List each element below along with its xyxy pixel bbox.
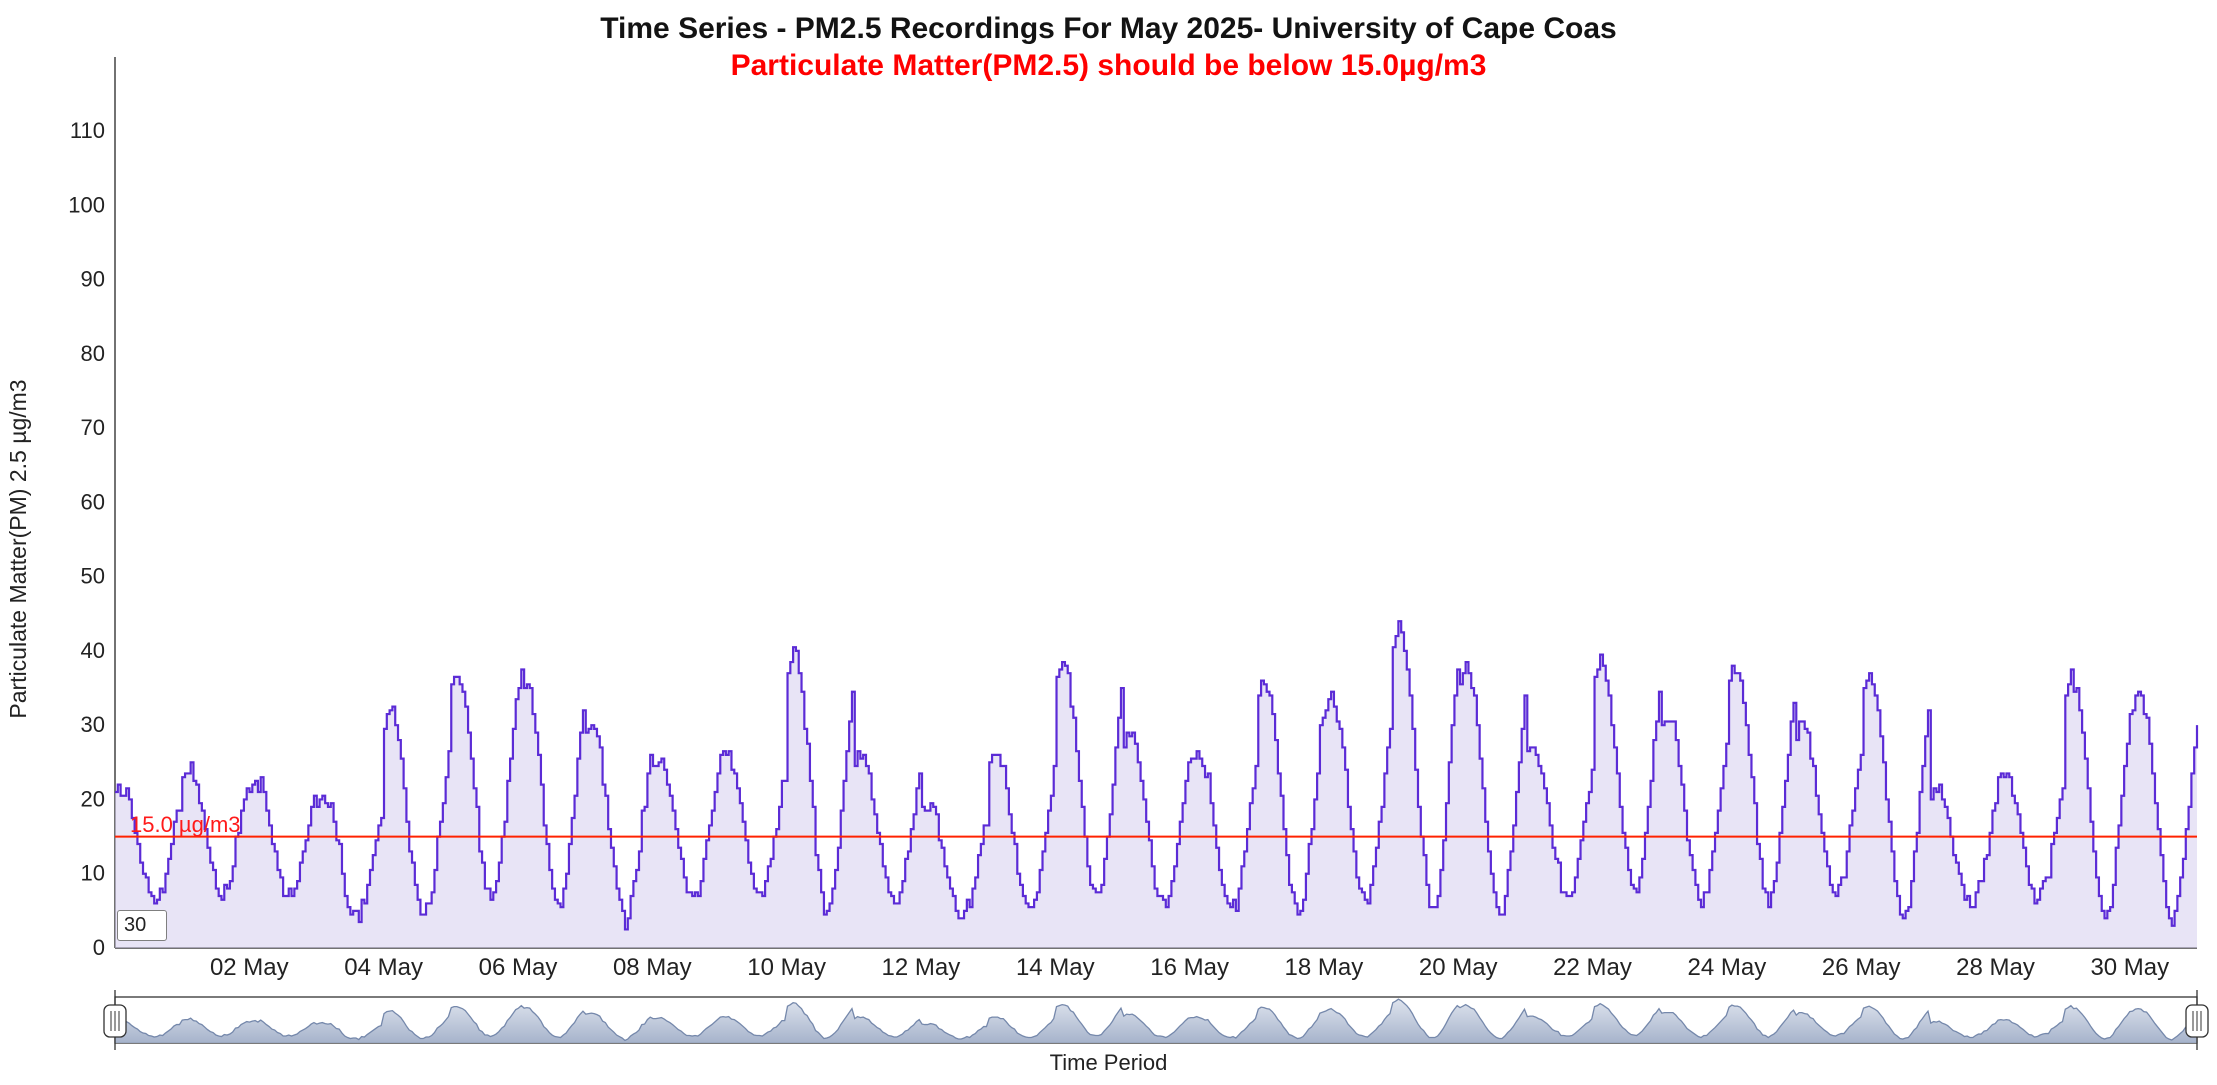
svg-text:70: 70 xyxy=(81,415,105,440)
svg-text:04 May: 04 May xyxy=(344,954,423,981)
svg-text:22 May: 22 May xyxy=(1553,954,1632,981)
svg-text:110: 110 xyxy=(70,118,105,143)
svg-text:12 May: 12 May xyxy=(882,954,961,981)
svg-text:20: 20 xyxy=(81,787,105,812)
svg-text:24 May: 24 May xyxy=(1688,954,1767,981)
svg-text:20 May: 20 May xyxy=(1419,954,1498,981)
svg-text:90: 90 xyxy=(81,267,105,292)
svg-text:50: 50 xyxy=(81,564,105,589)
svg-text:14 May: 14 May xyxy=(1016,954,1095,981)
svg-text:80: 80 xyxy=(81,341,105,366)
svg-text:30 May: 30 May xyxy=(2090,954,2169,981)
svg-text:28 May: 28 May xyxy=(1956,954,2035,981)
svg-text:06 May: 06 May xyxy=(479,954,558,981)
svg-text:60: 60 xyxy=(81,489,105,514)
svg-text:0: 0 xyxy=(93,935,105,960)
svg-text:100: 100 xyxy=(68,192,105,217)
svg-text:15.0 µg/m3: 15.0 µg/m3 xyxy=(130,812,241,837)
svg-text:10 May: 10 May xyxy=(747,954,826,981)
svg-text:10: 10 xyxy=(81,861,105,886)
svg-text:30: 30 xyxy=(81,712,105,737)
svg-text:08 May: 08 May xyxy=(613,954,692,981)
svg-text:26 May: 26 May xyxy=(1822,954,1901,981)
svg-text:40: 40 xyxy=(81,638,105,663)
svg-text:18 May: 18 May xyxy=(1285,954,1364,981)
svg-text:16 May: 16 May xyxy=(1150,954,1229,981)
svg-text:02 May: 02 May xyxy=(210,954,289,981)
